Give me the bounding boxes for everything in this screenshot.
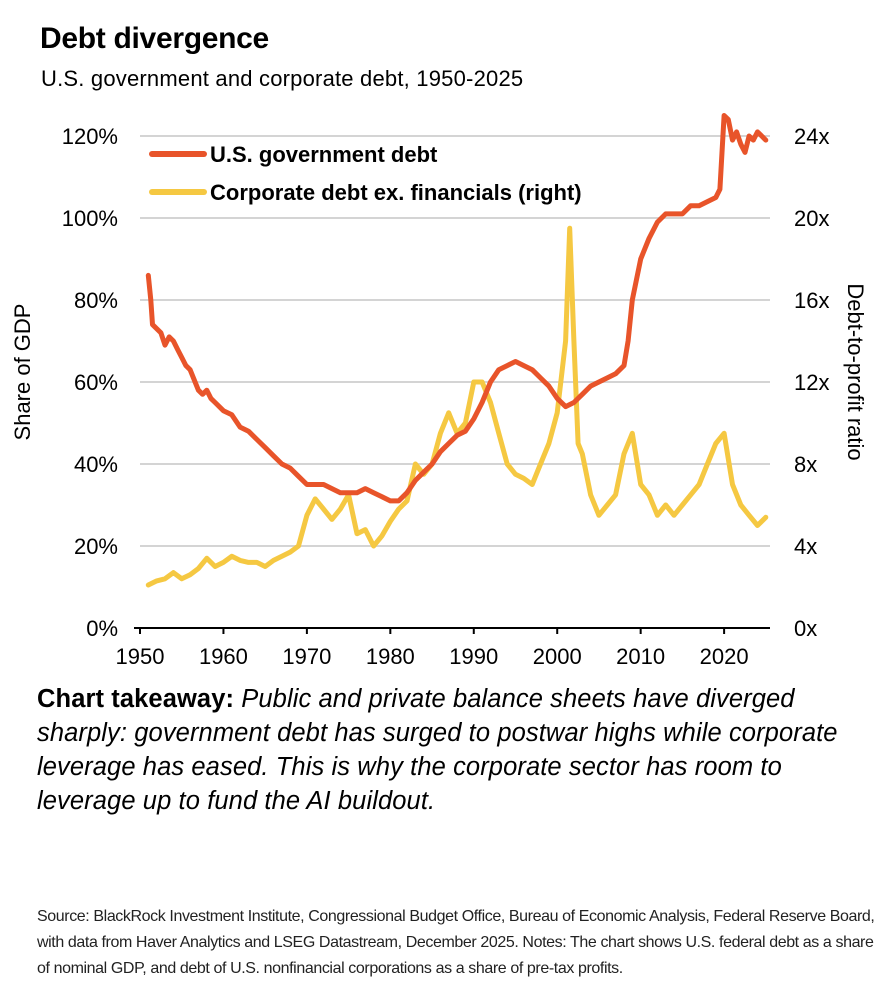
right-tick-label: 16x	[794, 288, 829, 313]
series-line-government-debt	[145, 113, 769, 504]
right-tick-label: 8x	[794, 452, 817, 477]
chart-subtitle: U.S. government and corporate debt, 1950…	[41, 66, 524, 91]
series-line-corporate-debt	[145, 225, 769, 588]
right-tick-label: 24x	[794, 124, 829, 149]
x-tick-label: 1970	[282, 644, 331, 669]
data-series	[145, 113, 769, 588]
right-y-axis-label: Debt-to-profit ratio	[843, 283, 868, 460]
left-y-axis-label: Share of GDP	[10, 304, 35, 441]
debt-chart: 1950 1960 1970 1980 1990 2000 2010 2020 0% 20% 40…	[10, 113, 868, 669]
legend: U.S. government debt Corporate debt ex. …	[149, 142, 582, 205]
left-tick-label: 40%	[74, 452, 118, 477]
left-tick-label: 100%	[62, 206, 118, 231]
x-axis: 1950 1960 1970 1980 1990 2000 2010 2020	[116, 627, 770, 669]
takeaway-body: Public and private balance sheets have d…	[37, 685, 838, 815]
x-tick-label: 1950	[116, 644, 165, 669]
takeaway-lead: Chart takeaway:	[37, 685, 235, 713]
source-notes: Source: BlackRock Investment Institute, …	[37, 908, 875, 977]
right-tick-label: 20x	[794, 206, 829, 231]
left-y-axis: 0% 20% 40% 60% 80% 100% 120%	[62, 124, 118, 641]
left-tick-label: 120%	[62, 124, 118, 149]
left-tick-label: 60%	[74, 370, 118, 395]
chart-takeaway: Chart takeaway: Public and private balan…	[37, 682, 867, 818]
x-tick-label: 1990	[449, 644, 498, 669]
right-tick-label: 12x	[794, 370, 829, 395]
left-tick-label: 20%	[74, 534, 118, 559]
right-tick-label: 4x	[794, 534, 817, 559]
legend-corporate-label: Corporate debt ex. financials (right)	[210, 180, 582, 205]
x-tick-label: 2010	[616, 644, 665, 669]
left-tick-label: 80%	[74, 288, 118, 313]
right-y-axis: 0x 4x 8x 12x 16x 20x 24x	[794, 124, 829, 641]
chart-title: Debt divergence	[40, 22, 269, 55]
grid-lines	[140, 135, 770, 547]
x-tick-label: 1960	[199, 644, 248, 669]
left-tick-label: 0%	[86, 616, 118, 641]
x-tick-label: 1980	[366, 644, 415, 669]
x-tick-label: 2000	[533, 644, 582, 669]
legend-government-label: U.S. government debt	[210, 142, 438, 167]
x-tick-label: 2020	[700, 644, 749, 669]
right-tick-label: 0x	[794, 616, 817, 641]
